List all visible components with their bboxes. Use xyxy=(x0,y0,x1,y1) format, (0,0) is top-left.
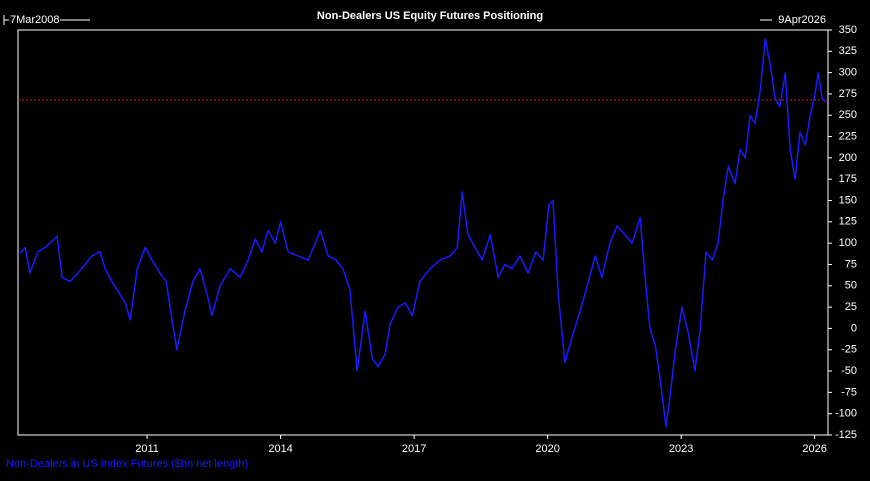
y-tick-label: -50 xyxy=(841,365,857,377)
y-tick-label: 250 xyxy=(839,109,857,121)
end-label: 9Apr2026 xyxy=(778,14,826,26)
y-tick-label: -125 xyxy=(835,429,857,441)
y-tick-label: 175 xyxy=(839,173,857,185)
y-tick-label: 200 xyxy=(839,152,857,164)
y-tick-label: 275 xyxy=(839,88,857,100)
y-tick-label: 100 xyxy=(839,237,857,249)
y-tick-label: 25 xyxy=(845,301,857,313)
y-tick-label: -25 xyxy=(841,344,857,356)
y-tick-label: 0 xyxy=(851,322,857,334)
y-tick-label: 225 xyxy=(839,130,857,142)
y-tick-label: 75 xyxy=(845,258,857,270)
y-tick-label: 350 xyxy=(839,24,857,36)
y-tick-label: 125 xyxy=(839,216,857,228)
x-tick-label: 2011 xyxy=(135,443,159,455)
x-tick-label: 2023 xyxy=(669,443,693,455)
x-tick-label: 2017 xyxy=(402,443,426,455)
x-tick-label: 2020 xyxy=(535,443,559,455)
y-tick-label: -75 xyxy=(841,386,857,398)
start-label: 7Mar2008 xyxy=(10,14,60,26)
y-tick-label: 300 xyxy=(839,67,857,79)
legend-label: Non-Dealers in US Index Futures ($bn net… xyxy=(6,458,248,470)
y-tick-label: 50 xyxy=(845,280,857,292)
chart-title: Non-Dealers US Equity Futures Positionin… xyxy=(317,10,543,22)
x-tick-label: 2014 xyxy=(268,443,292,455)
y-tick-label: -100 xyxy=(835,408,857,420)
x-tick-label: 2026 xyxy=(802,443,826,455)
y-tick-label: 150 xyxy=(839,194,857,206)
plot-frame xyxy=(17,29,829,436)
data-line xyxy=(19,37,827,428)
y-tick-label: 325 xyxy=(839,45,857,57)
